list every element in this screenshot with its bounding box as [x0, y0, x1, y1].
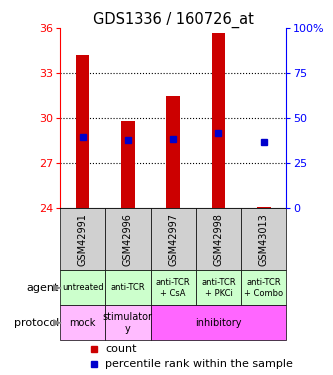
- Text: anti-TCR
+ PKCi: anti-TCR + PKCi: [201, 278, 236, 298]
- Bar: [121, 121, 135, 208]
- Bar: [257, 207, 270, 209]
- Text: untreated: untreated: [62, 284, 103, 292]
- Bar: [105, 270, 151, 305]
- Text: GSM42997: GSM42997: [168, 213, 178, 266]
- Text: mock: mock: [69, 318, 96, 328]
- Title: GDS1336 / 160726_at: GDS1336 / 160726_at: [93, 12, 254, 28]
- Bar: [151, 305, 286, 340]
- Text: inhibitory: inhibitory: [195, 318, 242, 328]
- Text: GSM42998: GSM42998: [213, 213, 223, 266]
- Bar: [151, 270, 196, 305]
- Bar: [60, 305, 105, 340]
- Bar: [105, 305, 151, 340]
- Text: stimulator
y: stimulator y: [103, 312, 153, 334]
- Text: protocol: protocol: [14, 318, 59, 328]
- Bar: [105, 209, 151, 270]
- Text: anti-TCR: anti-TCR: [111, 284, 145, 292]
- Text: anti-TCR
+ CsA: anti-TCR + CsA: [156, 278, 190, 298]
- Text: GSM42996: GSM42996: [123, 213, 133, 266]
- Text: GSM42991: GSM42991: [78, 213, 88, 266]
- Text: agent: agent: [27, 283, 59, 293]
- Bar: [196, 209, 241, 270]
- Text: count: count: [105, 344, 137, 354]
- Bar: [241, 270, 286, 305]
- Bar: [60, 270, 105, 305]
- Text: anti-TCR
+ Combo: anti-TCR + Combo: [244, 278, 283, 298]
- Text: GSM43013: GSM43013: [259, 213, 269, 266]
- Bar: [151, 209, 196, 270]
- Text: percentile rank within the sample: percentile rank within the sample: [105, 358, 293, 369]
- Bar: [60, 209, 105, 270]
- Bar: [196, 270, 241, 305]
- Bar: [241, 209, 286, 270]
- Bar: [212, 33, 225, 209]
- Bar: [166, 96, 180, 208]
- Bar: [76, 55, 89, 208]
